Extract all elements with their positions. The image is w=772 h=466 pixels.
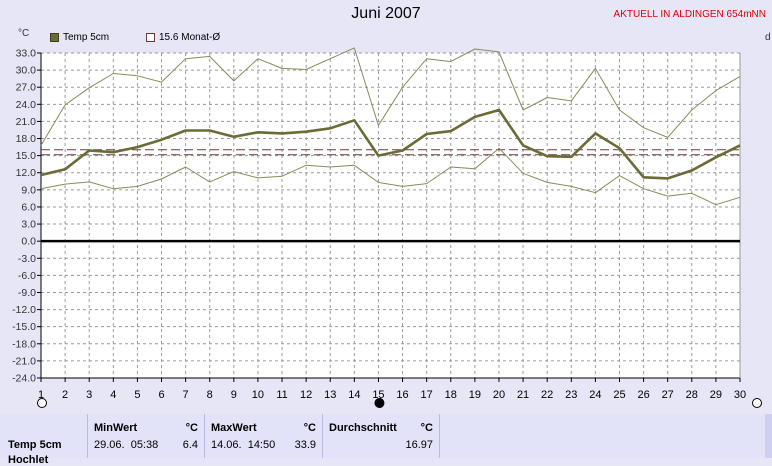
full-moon-icon-right <box>752 398 762 408</box>
y-tick-label: -12.0 <box>12 304 36 316</box>
y-tick-label: 6.0 <box>21 201 36 213</box>
x-tick-label: 6 <box>158 389 164 401</box>
x-tick-label: 11 <box>276 389 287 401</box>
max-unit: °C <box>303 422 316 434</box>
temperature-chart: 33.030.027.024.021.018.015.012.09.06.03.… <box>12 47 762 408</box>
x-tick-label: 22 <box>541 389 553 401</box>
avg-header: Durchschnitt <box>329 422 397 434</box>
x-tick-label: 24 <box>589 389 601 401</box>
legend-item-average[interactable]: 15.6 Monat-Ø <box>146 32 220 43</box>
x-tick-label: 27 <box>662 389 674 401</box>
y-tick-label: 33.0 <box>16 48 37 60</box>
plot-area <box>41 53 740 378</box>
x-tick-label: 14 <box>348 389 360 401</box>
y-tick-label: -3.0 <box>18 253 36 265</box>
x-tick-label: 23 <box>565 389 577 401</box>
series-line-max <box>40 47 741 146</box>
x-tick-label: 16 <box>396 389 408 401</box>
avg-cell: Durchschnitt °C 16.97 <box>323 414 440 458</box>
y-unit-label: °C <box>18 28 30 39</box>
x-tick-label: 15 <box>372 389 384 401</box>
x-tick-label: 19 <box>469 389 481 401</box>
x-tick-label: 10 <box>252 389 264 401</box>
x-tick-label: 29 <box>710 389 722 401</box>
right-unit-label: d <box>765 32 771 43</box>
x-tick-label: 13 <box>324 389 336 401</box>
x-tick-label: 20 <box>493 389 505 401</box>
min-cell: MinWert °C 29.06. 05:38 6.4 <box>88 414 205 458</box>
y-tick-label: -18.0 <box>12 338 36 350</box>
avg-value: 16.97 <box>405 439 433 451</box>
x-tick-label: 8 <box>207 389 213 401</box>
y-tick-label: 15.0 <box>16 150 37 162</box>
x-tick-label: 3 <box>86 389 92 401</box>
full-moon-icon <box>37 398 47 408</box>
stats-row-label-cell: Temp 5cm Hochlet <box>0 414 88 466</box>
max-time: 14.06. 14:50 <box>211 439 276 451</box>
avg-unit: °C <box>420 422 433 434</box>
x-tick-label: 21 <box>517 389 529 401</box>
y-tick-label: 30.0 <box>16 65 37 77</box>
x-tick-label: 28 <box>686 389 698 401</box>
y-tick-label: 9.0 <box>21 184 36 196</box>
x-tick-label: 17 <box>421 389 433 401</box>
x-tick-label: 12 <box>300 389 312 401</box>
chart-title: Juni 2007 <box>351 5 421 22</box>
max-cell: MaxWert °C 14.06. 14:50 33.9 <box>205 414 323 458</box>
y-tick-label: 21.0 <box>16 116 37 128</box>
y-tick-label: 0.0 <box>21 236 36 248</box>
x-tick-label: 2 <box>62 389 68 401</box>
empty-cell <box>440 414 765 458</box>
x-tick-label: 1 <box>38 389 44 401</box>
legend-swatch-series <box>50 33 59 42</box>
max-header: MaxWert <box>211 422 257 434</box>
min-time: 29.06. 05:38 <box>94 439 159 451</box>
max-value: 33.9 <box>294 439 316 451</box>
stats-row-label: Temp 5cm <box>8 439 62 451</box>
legend-series-label: Temp 5cm <box>63 32 110 43</box>
x-tick-label: 4 <box>110 389 116 401</box>
station-label: AKTUELL IN ALDINGEN 654mNN <box>613 9 766 20</box>
x-tick-label: 9 <box>231 389 237 401</box>
y-tick-label: 24.0 <box>16 99 37 111</box>
stats-row-label-2: Hochlet <box>8 454 49 466</box>
y-tick-label: -24.0 <box>12 373 36 385</box>
x-tick-label: 7 <box>183 389 189 401</box>
min-header: MinWert <box>94 422 138 434</box>
legend-item-series[interactable]: Temp 5cm <box>50 32 109 43</box>
legend-average-label: 15.6 Monat-Ø <box>159 32 221 43</box>
y-tick-label: 27.0 <box>16 82 37 94</box>
y-tick-label: -6.0 <box>18 270 36 282</box>
x-tick-label: 25 <box>613 389 625 401</box>
x-tick-label: 5 <box>134 389 140 401</box>
y-tick-label: 12.0 <box>16 167 37 179</box>
series-line-min <box>40 147 741 206</box>
series-line-mean <box>40 108 741 180</box>
legend-swatch-average <box>146 33 155 42</box>
y-tick-label: -9.0 <box>18 287 36 299</box>
y-tick-label: -15.0 <box>12 321 36 333</box>
x-tick-label: 26 <box>637 389 649 401</box>
y-tick-label: -21.0 <box>12 355 36 367</box>
y-tick-label: 18.0 <box>16 133 37 145</box>
min-value: 6.4 <box>182 439 198 451</box>
y-tick-label: 3.0 <box>21 219 36 231</box>
x-tick-label: 18 <box>445 389 457 401</box>
min-unit: °C <box>185 422 198 434</box>
stats-table: Temp 5cm Hochlet MinWert °C 29.06. 05:38… <box>0 414 772 466</box>
new-moon-icon <box>374 398 385 408</box>
x-tick-label: 30 <box>734 389 746 401</box>
